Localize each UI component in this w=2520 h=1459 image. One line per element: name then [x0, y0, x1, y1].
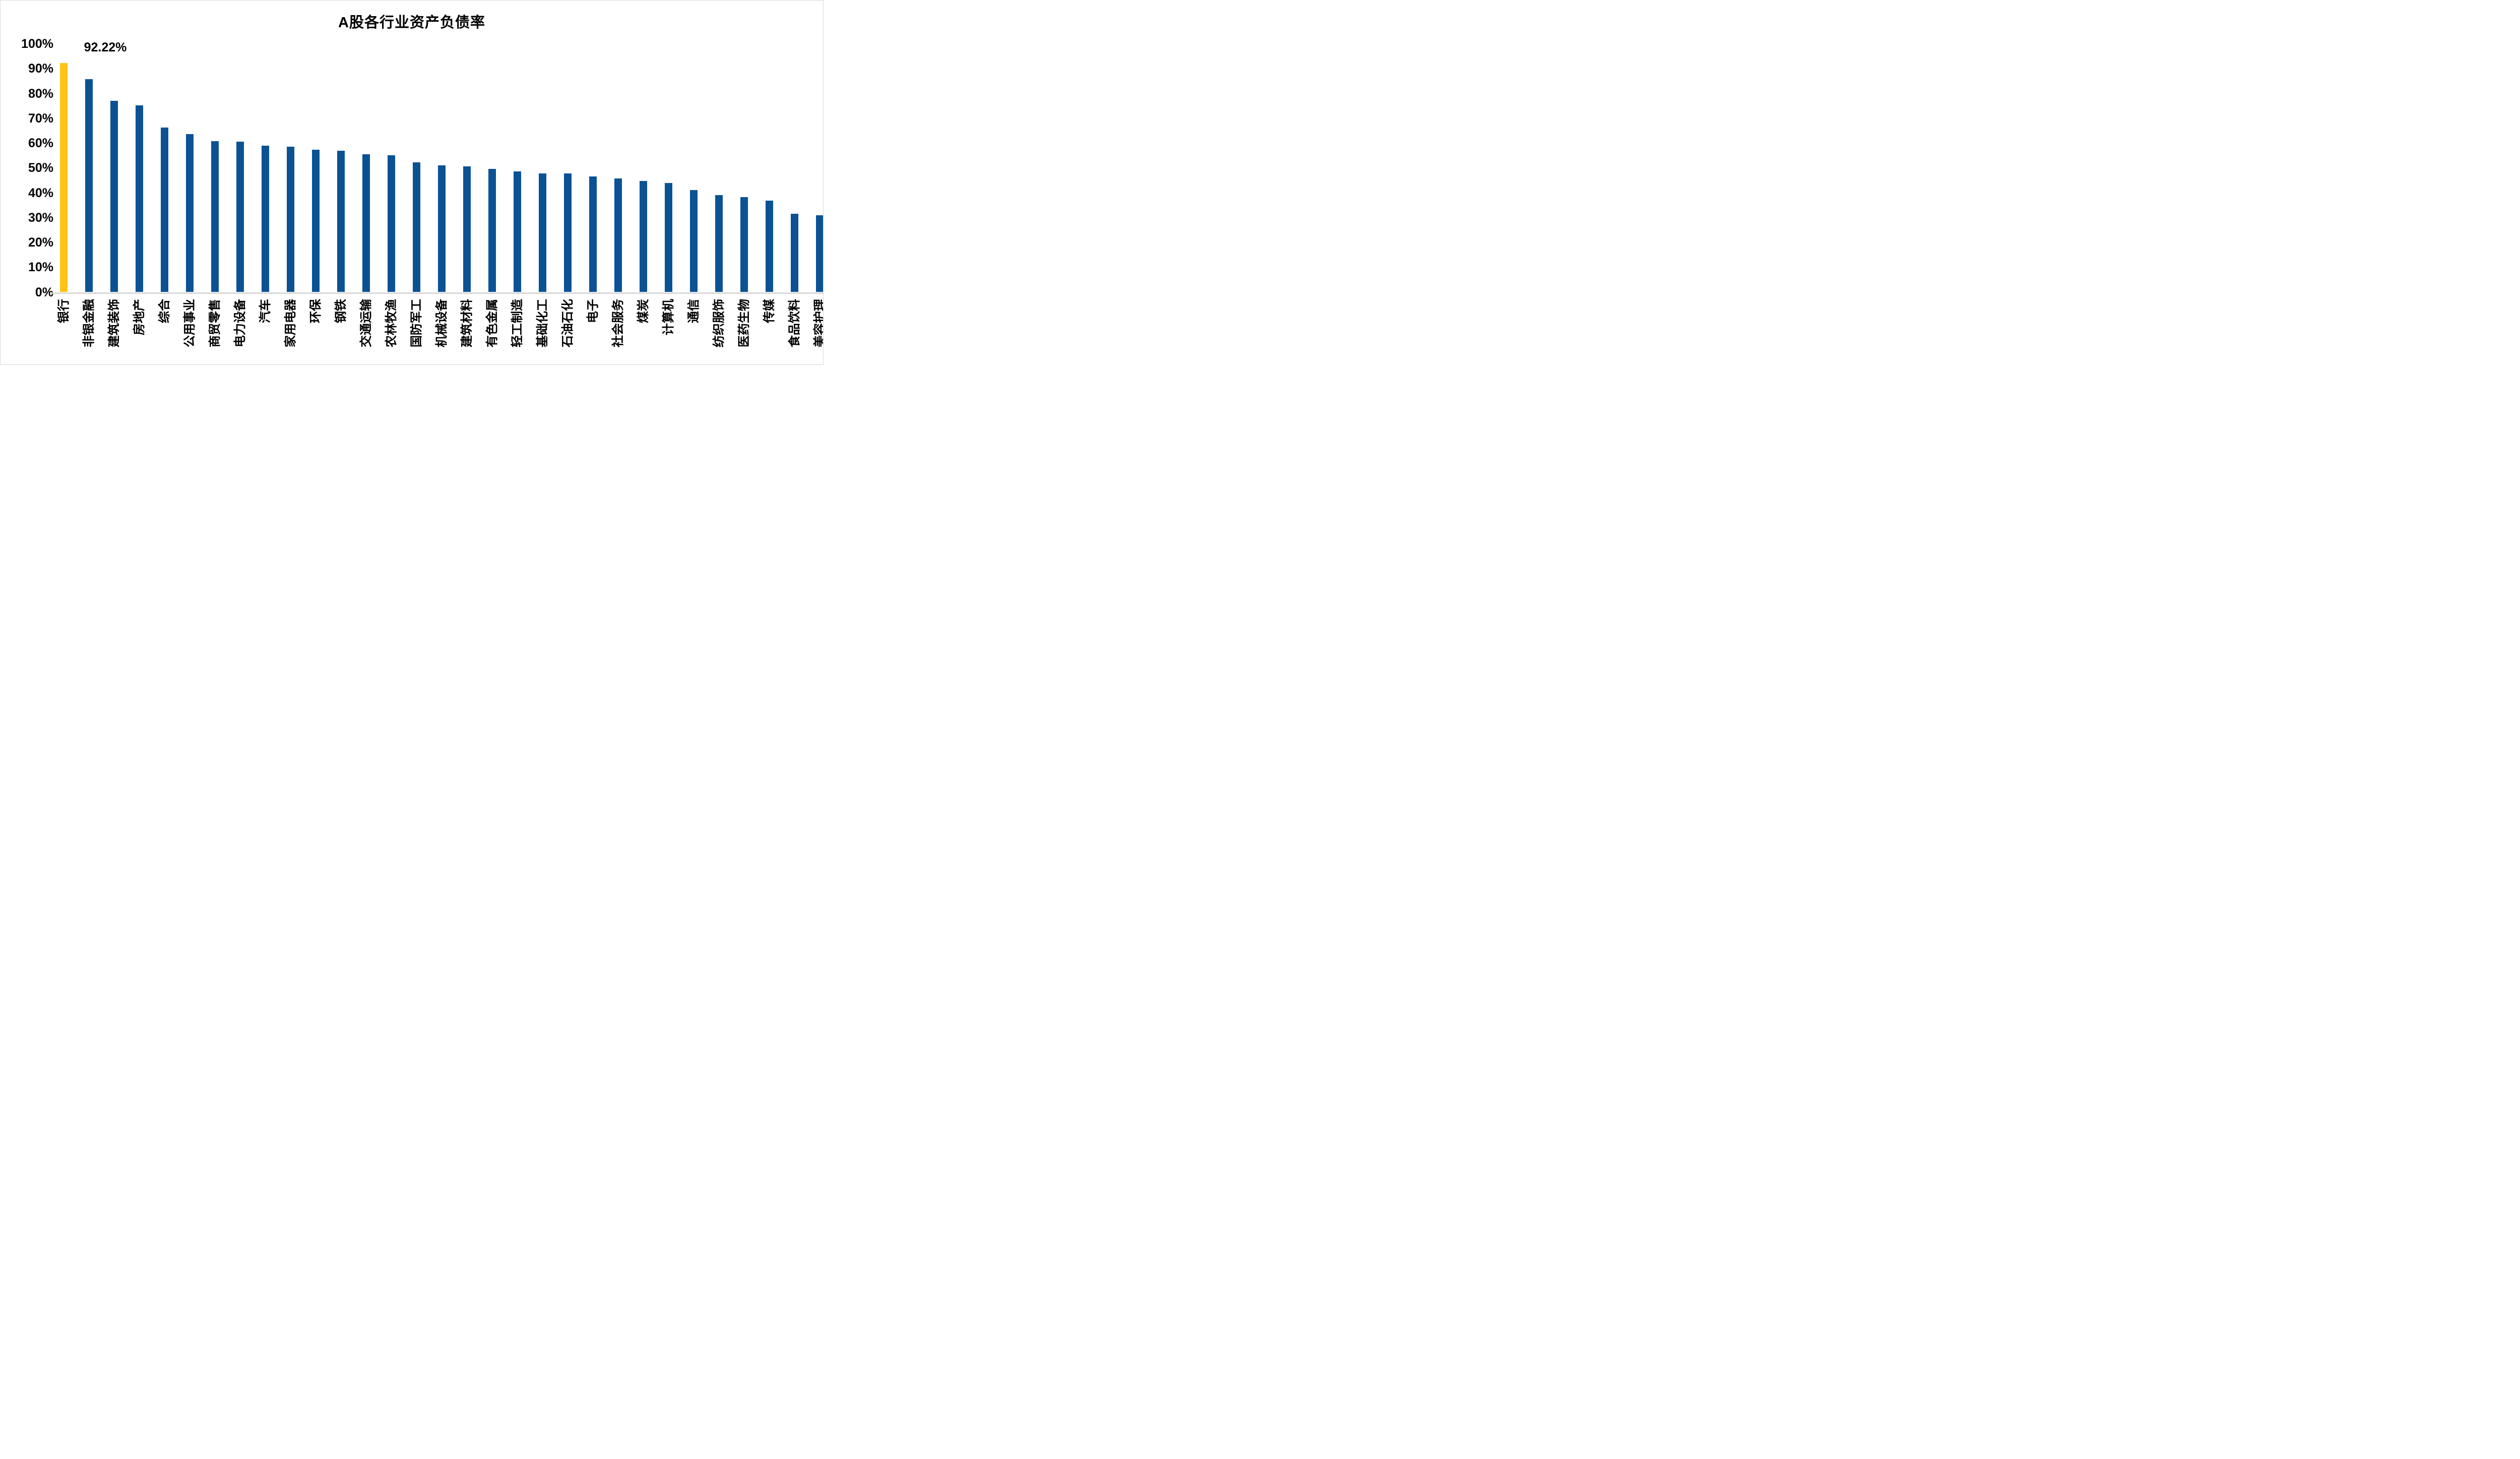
bar-公用事业	[185, 134, 194, 292]
y-tick-label: 90%	[28, 62, 53, 76]
bar-建筑材料	[463, 166, 471, 292]
bar-计算机	[664, 183, 672, 292]
bar-商贸零售	[211, 141, 219, 292]
bar-钢铁	[337, 151, 345, 292]
bar-煤炭	[639, 180, 647, 292]
bar-有色金属	[488, 168, 496, 292]
bar-汽车	[261, 145, 269, 292]
bar-chart: A股各行业资产负债率 0% 10% 20% 30% 40% 50% 60% 70% 80% 90%…	[0, 0, 824, 365]
bar-国防军工	[412, 162, 420, 292]
bar-建筑装饰	[110, 101, 118, 292]
bar-家用电器	[286, 146, 294, 292]
bar-电子	[589, 176, 597, 292]
y-tick-label: 50%	[28, 161, 53, 175]
bar-非银金融	[85, 79, 93, 292]
bar-通信	[689, 190, 698, 292]
bar-基础化工	[538, 173, 546, 292]
bar-纺织服饰	[715, 195, 723, 292]
y-tick-label: 20%	[28, 235, 53, 250]
bar-农林牧渔	[387, 155, 395, 292]
y-tick-label: 80%	[28, 86, 53, 101]
y-tick-label: 10%	[28, 260, 53, 275]
bar-传媒	[765, 201, 773, 292]
y-tick-label: 100%	[21, 37, 53, 51]
bar-房地产	[135, 105, 143, 292]
chart-title: A股各行业资产负债率	[338, 15, 485, 31]
bar-电力设备	[236, 141, 244, 292]
bar-石油石化	[563, 173, 572, 292]
data-label-bank: 92.22%	[84, 40, 127, 55]
bar-银行	[59, 63, 68, 292]
bar-食品饮料	[790, 214, 798, 292]
bar-社会服务	[614, 178, 622, 292]
bar-美容护理	[815, 215, 823, 292]
bar-医药生物	[740, 197, 748, 292]
y-tick-label: 60%	[28, 136, 53, 150]
y-tick-label: 0%	[35, 285, 53, 299]
y-tick-label: 40%	[28, 186, 53, 200]
y-tick-label: 70%	[28, 111, 53, 126]
bar-综合	[160, 128, 168, 292]
x-axis-line	[51, 292, 823, 294]
bar-轻工制造	[513, 171, 521, 292]
bar-环保	[311, 149, 320, 292]
bar-交通运输	[362, 154, 370, 292]
y-tick-label: 30%	[28, 210, 53, 225]
bar-机械设备	[437, 165, 446, 292]
